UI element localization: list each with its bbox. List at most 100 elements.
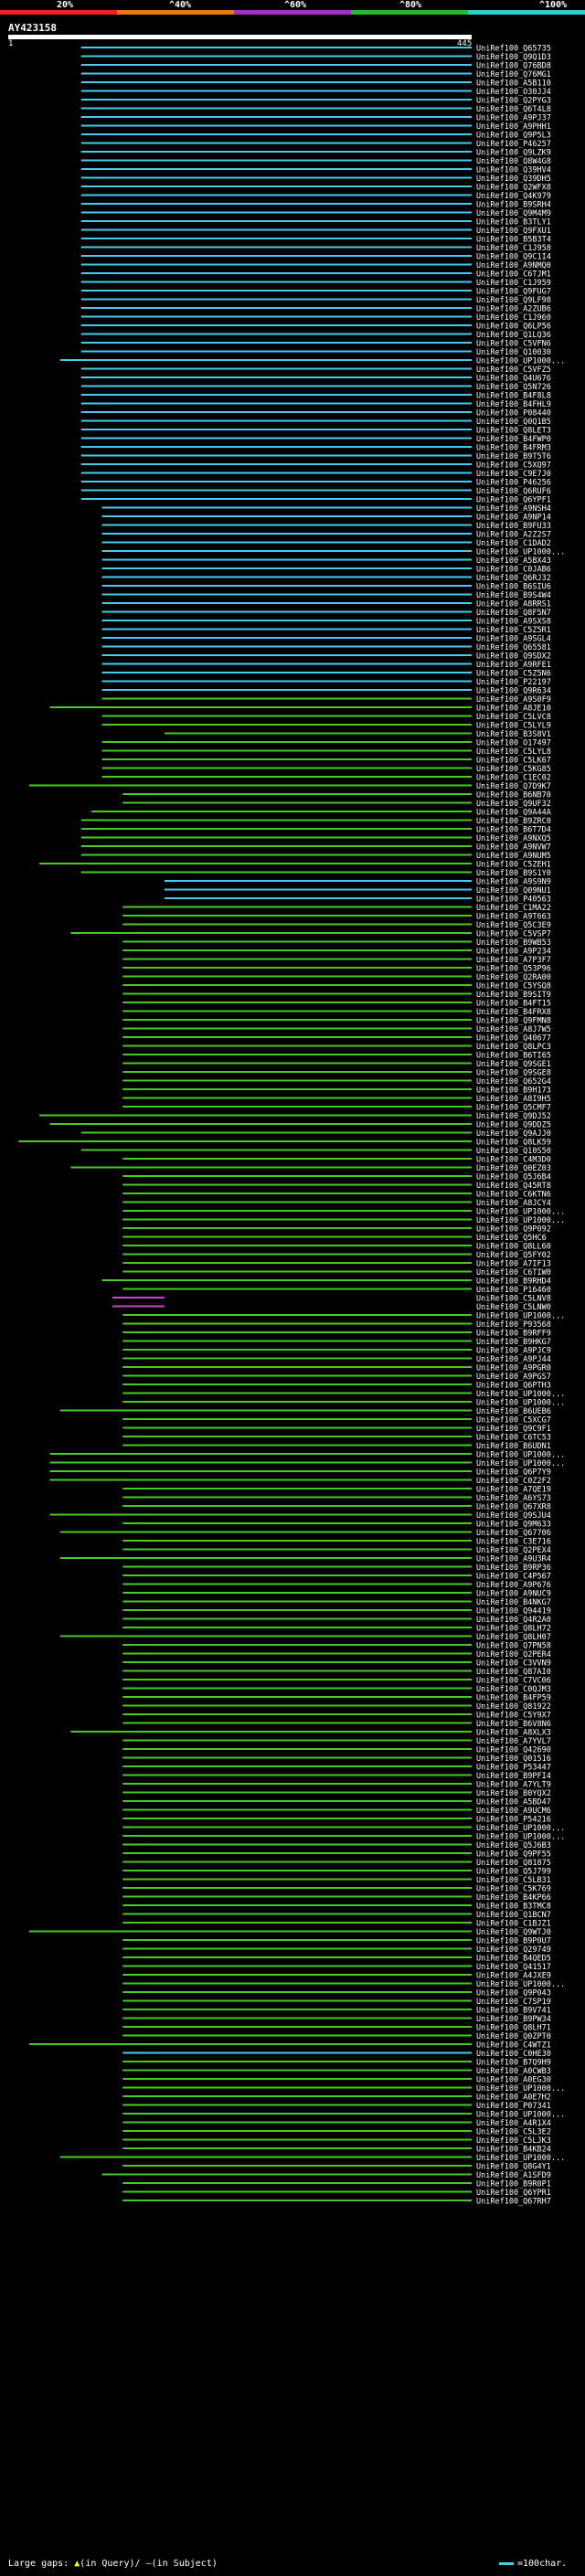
hit-label[interactable]: UniRef100_B4KP66 <box>476 1893 551 1903</box>
hit-row[interactable]: UniRef100_B9T5T6 <box>80 452 551 461</box>
hit-label[interactable]: UniRef100_C5K769 <box>476 1885 551 1894</box>
hit-row[interactable]: UniRef100_UP1000... <box>122 2084 565 2094</box>
hit-row[interactable]: UniRef100_Q2PYG3 <box>80 97 551 106</box>
hit-label[interactable]: UniRef100_Q45RT8 <box>476 1182 551 1191</box>
hit-row[interactable]: UniRef100_Q87AI0 <box>122 1668 551 1677</box>
hit-label[interactable]: UniRef100_Q9C9F1 <box>476 1425 551 1434</box>
hit-label[interactable]: UniRef100_P07341 <box>476 2102 551 2111</box>
hit-row[interactable]: UniRef100_Q9Q1D3 <box>80 53 551 62</box>
hit-label[interactable]: UniRef100_C5KG85 <box>476 765 551 774</box>
hit-row[interactable]: UniRef100_Q5J799 <box>122 1868 551 1877</box>
hit-label[interactable]: UniRef100_Q7PN58 <box>476 1642 551 1651</box>
hit-row[interactable]: UniRef100_Q1BCN7 <box>122 1911 551 1920</box>
hit-row[interactable]: UniRef100_Q4U676 <box>80 375 551 384</box>
hit-row[interactable]: UniRef100_B3S8V1 <box>164 730 551 739</box>
hit-row[interactable]: UniRef100_Q5N726 <box>80 383 551 392</box>
hit-row[interactable]: UniRef100_P40563 <box>164 896 551 905</box>
hit-label[interactable]: UniRef100_B9RFF9 <box>476 1330 551 1339</box>
hit-row[interactable]: UniRef100_A9PJ44 <box>122 1355 551 1364</box>
hit-row[interactable]: UniRef100_C5LJK3 <box>122 2136 551 2146</box>
hit-label[interactable]: UniRef100_A7P3F7 <box>476 956 551 965</box>
hit-row[interactable]: UniRef100_Q5J6B4 <box>122 1173 551 1182</box>
hit-label[interactable]: UniRef100_B6T7D4 <box>476 826 551 835</box>
hit-row[interactable]: UniRef100_Q9P5L3 <box>80 132 551 141</box>
hit-row[interactable]: UniRef100_C7VC06 <box>122 1677 551 1686</box>
hit-row[interactable]: UniRef100_Q9M633 <box>122 1521 551 1530</box>
hit-label[interactable]: UniRef100_A9SXS8 <box>476 618 551 627</box>
hit-row[interactable]: UniRef100_Q76BD8 <box>80 62 551 71</box>
hit-row[interactable]: UniRef100_B9SRH4 <box>80 201 551 210</box>
hit-row[interactable]: UniRef100_Q9SGE1 <box>122 1060 551 1069</box>
hit-row[interactable]: UniRef100_C5L3E2 <box>122 2128 551 2137</box>
hit-label[interactable]: UniRef100_B6UEB6 <box>476 1407 551 1416</box>
hit-row[interactable]: UniRef100_A2ZUB6 <box>80 305 551 314</box>
hit-row[interactable]: UniRef100_C5LYL8 <box>101 747 551 757</box>
hit-row[interactable]: UniRef100_Q2PEX4 <box>122 1546 551 1555</box>
hit-label[interactable]: UniRef100_A8J7W5 <box>476 1025 551 1034</box>
hit-label[interactable]: UniRef100_Q9PF55 <box>476 1850 551 1860</box>
hit-row[interactable]: UniRef100_UP1000... <box>122 2111 565 2120</box>
hit-row[interactable]: UniRef100_C5XCG7 <box>122 1416 551 1426</box>
hit-row[interactable]: UniRef100_C5Z5N6 <box>101 670 551 679</box>
hit-label[interactable]: UniRef100_P08440 <box>476 409 551 419</box>
hit-label[interactable]: UniRef100_C5LJK3 <box>476 2136 551 2146</box>
hit-row[interactable]: UniRef100_Q0Q1B5 <box>80 418 551 427</box>
hit-row[interactable]: UniRef100_A9S9N9 <box>164 878 551 887</box>
hit-label[interactable]: UniRef100_Q9P5L3 <box>476 132 551 141</box>
hit-label[interactable]: UniRef100_B4FT15 <box>476 1000 551 1009</box>
hit-row[interactable]: UniRef100_B4FWP0 <box>80 435 551 444</box>
hit-row[interactable]: UniRef100_P54216 <box>122 1816 551 1825</box>
hit-row[interactable]: UniRef100_Q65581 <box>101 643 551 652</box>
hit-label[interactable]: UniRef100_Q9WTJ0 <box>476 1928 551 1937</box>
hit-label[interactable]: UniRef100_P16460 <box>476 1286 551 1295</box>
hit-row[interactable]: UniRef100_C0Z2F2 <box>49 1477 551 1486</box>
hit-label[interactable]: UniRef100_UP1000... <box>476 1390 565 1399</box>
hit-label[interactable]: UniRef100_Q9P043 <box>476 1989 551 1998</box>
hit-row[interactable]: UniRef100_Q9C9F1 <box>122 1425 551 1434</box>
hit-label[interactable]: UniRef100_Q42690 <box>476 1746 551 1755</box>
hit-row[interactable]: UniRef100_C0HE30 <box>122 2050 551 2059</box>
hit-label[interactable]: UniRef100_A9T663 <box>476 913 551 922</box>
hit-row[interactable]: UniRef100_Q9M4M9 <box>80 209 551 218</box>
hit-label[interactable]: UniRef100_B6UDN1 <box>476 1442 551 1451</box>
hit-label[interactable]: UniRef100_A5BD47 <box>476 1798 551 1807</box>
hit-row[interactable]: UniRef100_B9RP36 <box>122 1564 551 1573</box>
hit-row[interactable]: UniRef100_UP1000... <box>59 357 565 366</box>
hit-row[interactable]: UniRef100_UP1000... <box>49 1459 566 1468</box>
hit-row[interactable]: UniRef100_Q41517 <box>122 1963 551 1972</box>
hit-row[interactable]: UniRef100_C6KTN6 <box>122 1191 551 1200</box>
hit-row[interactable]: UniRef100_P08440 <box>80 409 551 419</box>
hit-label[interactable]: UniRef100_Q8LL60 <box>476 1243 551 1252</box>
hit-row[interactable]: UniRef100_C1MA22 <box>122 904 551 913</box>
hit-label[interactable]: UniRef100_Q01516 <box>476 1754 551 1764</box>
hit-label[interactable]: UniRef100_B9S1Y0 <box>476 869 551 878</box>
hit-row[interactable]: UniRef100_A7YLT9 <box>122 1781 551 1790</box>
hit-label[interactable]: UniRef100_C4P567 <box>476 1573 551 1582</box>
hit-row[interactable]: UniRef100_Q9DDZ5 <box>49 1121 551 1130</box>
hit-row[interactable]: UniRef100_C4WTZ1 <box>28 2041 551 2051</box>
hit-row[interactable]: UniRef100_Q53P96 <box>122 965 551 974</box>
hit-row[interactable]: UniRef100_Q9LZK9 <box>80 149 551 158</box>
hit-label[interactable]: UniRef100_Q8G4Y1 <box>476 2163 551 2172</box>
hit-row[interactable]: UniRef100_B4KP66 <box>122 1893 551 1903</box>
hit-row[interactable]: UniRef100_B9ZRC0 <box>80 817 551 826</box>
hit-row[interactable]: UniRef100_C3VVN9 <box>122 1659 551 1669</box>
hit-row[interactable]: UniRef100_A9SXS8 <box>101 618 551 627</box>
hit-label[interactable]: UniRef100_A8XLX3 <box>476 1729 551 1738</box>
hit-row[interactable]: UniRef100_Q9SJU4 <box>49 1511 551 1521</box>
hit-row[interactable]: UniRef100_A1SFD9 <box>101 2171 551 2180</box>
hit-row[interactable]: UniRef100_A9PJ37 <box>80 114 551 123</box>
hit-label[interactable]: UniRef100_Q8LPC3 <box>476 1043 551 1052</box>
hit-label[interactable]: UniRef100_C6TJM1 <box>476 270 551 280</box>
hit-label[interactable]: UniRef100_Q652G4 <box>476 1077 551 1087</box>
hit-label[interactable]: UniRef100_B9V741 <box>476 2007 551 2016</box>
hit-label[interactable]: UniRef100_Q9R634 <box>476 687 551 696</box>
hit-label[interactable]: UniRef100_O17497 <box>476 739 551 748</box>
hit-row[interactable]: UniRef100_A9NSH4 <box>101 504 551 514</box>
hit-row[interactable]: UniRef100_C5LNW0 <box>112 1303 551 1312</box>
hit-label[interactable]: UniRef100_Q5FY02 <box>476 1251 551 1260</box>
hit-row[interactable]: UniRef100_A9PJC9 <box>122 1347 551 1356</box>
hit-label[interactable]: UniRef100_A4JXE9 <box>476 1972 551 1981</box>
hit-label[interactable]: UniRef100_Q6RJ32 <box>476 574 551 583</box>
hit-row[interactable]: UniRef100_A8I9H5 <box>122 1095 551 1104</box>
